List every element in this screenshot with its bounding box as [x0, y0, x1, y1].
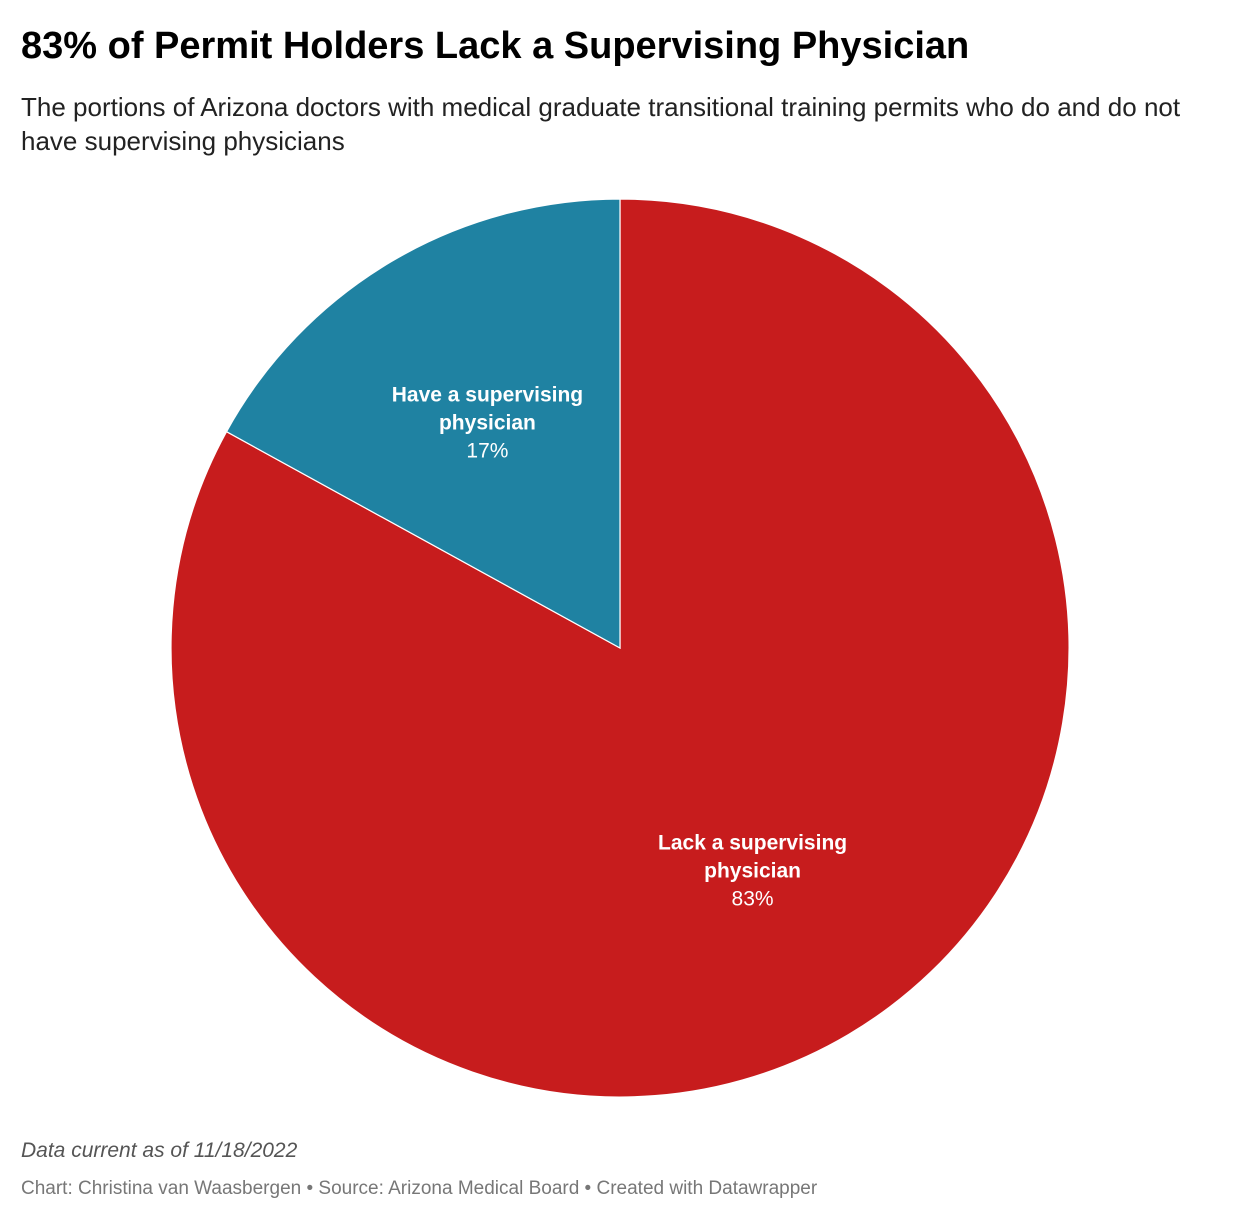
pie-slice-label-0: Lack a supervising physician 83%: [658, 832, 847, 911]
pie-slice-value: 83%: [732, 888, 774, 911]
chart-subtitle: The portions of Arizona doctors with med…: [21, 92, 1181, 156]
pie-slice-name-line: physician: [439, 411, 536, 434]
chart-credits: Chart: Christina van Waasbergen • Source…: [21, 1178, 818, 1199]
pie-slice-1: [225, 198, 621, 650]
chart-title: 83% of Permit Holders Lack a Supervising…: [21, 25, 970, 67]
pie-slice-name-line: Lack a supervising: [658, 832, 847, 855]
pie-chart-svg: Lack a supervising physician 83% Have a sup…: [170, 198, 1070, 1098]
pie-slice-value: 17%: [466, 439, 508, 462]
pie-chart: Lack a supervising physician 83% Have a sup…: [0, 170, 1240, 1110]
chart-notes: Data current as of 11/18/2022: [21, 1139, 298, 1162]
pie-slice-name-line: Have a supervising: [392, 383, 583, 406]
pie-slice-name-line: physician: [704, 860, 801, 883]
pie-slice-label-1: Have a supervising physician 17%: [392, 383, 583, 462]
